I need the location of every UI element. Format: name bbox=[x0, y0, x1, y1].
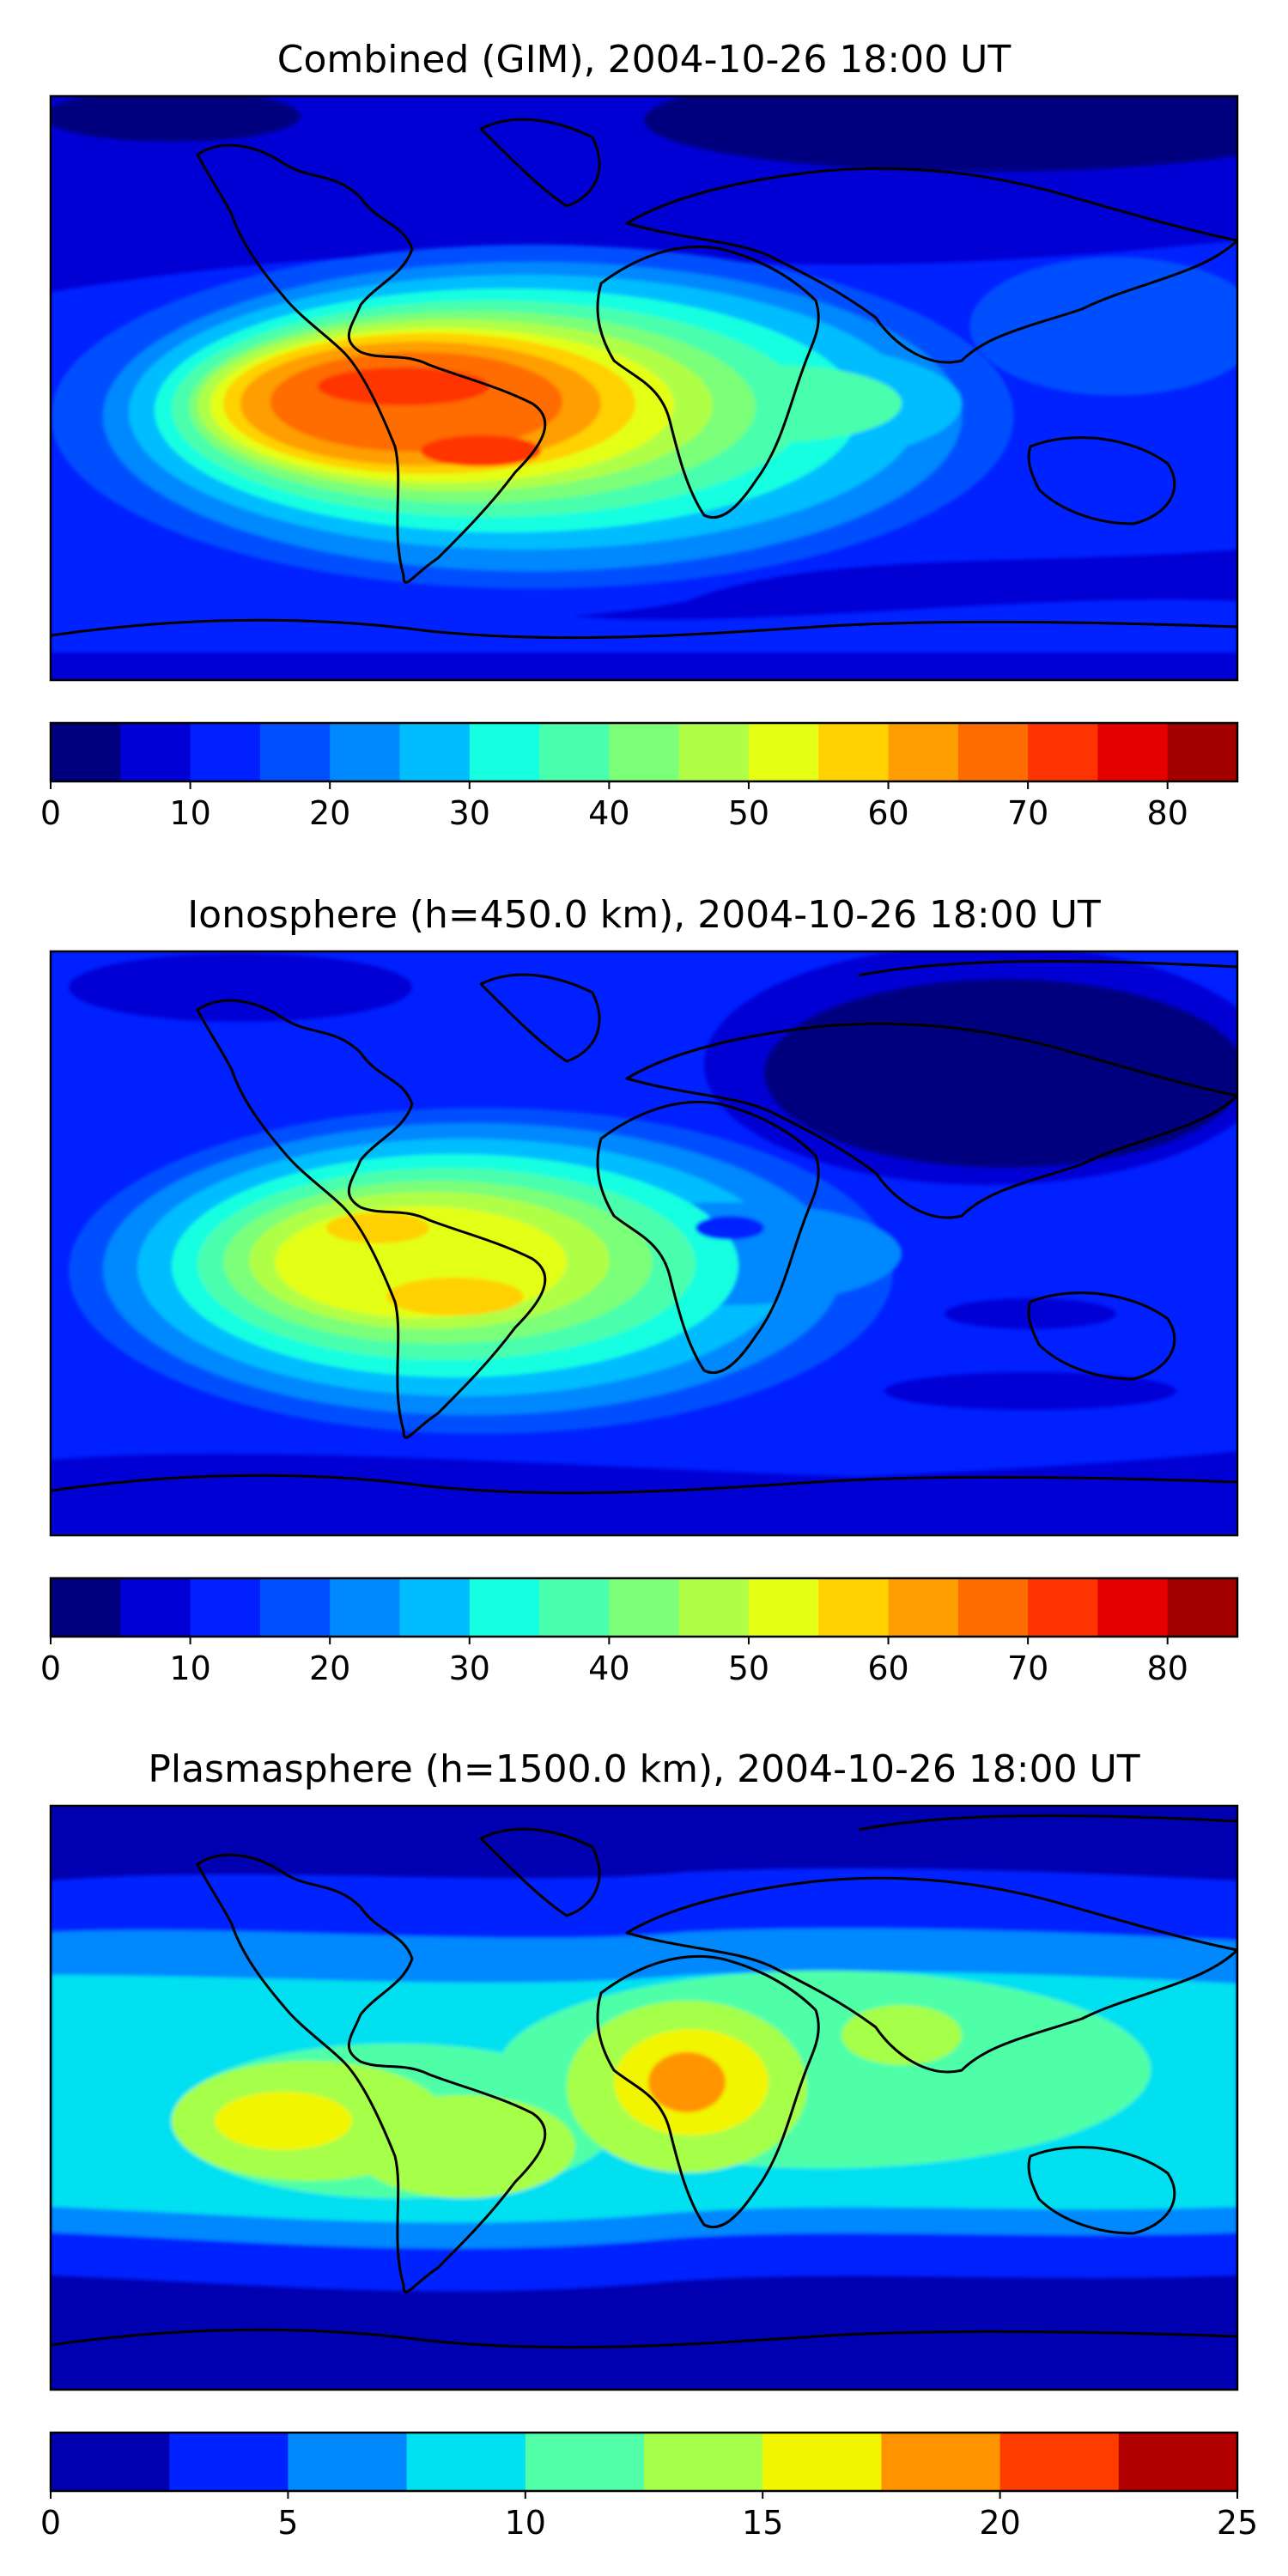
panel-combined: Combined (GIM), 2004-10-26 18:00 UT bbox=[40, 38, 1239, 832]
colorbar-2-swatch bbox=[330, 1578, 400, 1637]
colorbar-1-tick-label: 30 bbox=[449, 794, 490, 832]
panel-2-title: Ionosphere (h=450.0 km), 2004-10-26 18:0… bbox=[187, 893, 1101, 937]
colorbar-2-tick-label: 30 bbox=[449, 1649, 490, 1687]
colorbar-3-swatch bbox=[1118, 2433, 1238, 2491]
colorbar-2-swatch bbox=[259, 1578, 331, 1637]
coastlines bbox=[51, 959, 1237, 1495]
colorbar-2-swatch bbox=[469, 1578, 540, 1637]
colorbar-3-swatch bbox=[644, 2433, 763, 2491]
colorbar-3-swatch bbox=[999, 2433, 1120, 2491]
colorbar-3-swatch bbox=[169, 2433, 289, 2491]
panel-ionosphere: Ionosphere (h=450.0 km), 2004-10-26 18:0… bbox=[40, 893, 1239, 1687]
colorbar-2-swatch bbox=[399, 1578, 471, 1637]
colorbar-3-swatch bbox=[525, 2433, 645, 2491]
colorbar-2-tick-label: 70 bbox=[1007, 1649, 1048, 1687]
colorbar-2-swatch bbox=[1097, 1578, 1169, 1637]
panel-3-title: Plasmasphere (h=1500.0 km), 2004-10-26 1… bbox=[148, 1747, 1139, 1791]
colorbar-1-tick-label: 60 bbox=[867, 794, 908, 832]
colorbar-2-swatch bbox=[120, 1578, 191, 1637]
coastlines bbox=[51, 1814, 1237, 2349]
colorbar-1-swatch bbox=[120, 723, 191, 781]
colorbar-1-tick-label: 40 bbox=[588, 794, 629, 832]
colorbar-1-swatch bbox=[818, 723, 890, 781]
panel-3-frame bbox=[49, 1804, 1239, 2391]
colorbar-2-swatch bbox=[818, 1578, 890, 1637]
colorbar-1-tick-label: 80 bbox=[1147, 794, 1188, 832]
colorbar-1-swatch bbox=[1097, 723, 1169, 781]
colorbar-1-swatch bbox=[678, 723, 750, 781]
panel-2-colorbar: 0 10 20 30 40 50 60 70 80 bbox=[40, 1577, 1239, 1687]
colorbar-3-tick-label: 10 bbox=[505, 2504, 546, 2542]
colorbar-1-tick-label: 50 bbox=[728, 794, 769, 832]
colorbar-1-swatch bbox=[1167, 723, 1238, 781]
colorbar-3-swatch bbox=[288, 2433, 408, 2491]
colorbar-1-swatch bbox=[399, 723, 471, 781]
colorbar-3-swatch bbox=[406, 2433, 526, 2491]
colorbar-2-tick-label: 20 bbox=[309, 1649, 350, 1687]
colorbar-2-swatch bbox=[539, 1578, 610, 1637]
panel-plasmasphere: Plasmasphere (h=1500.0 km), 2004-10-26 1… bbox=[40, 1747, 1258, 2542]
colorbar-1-swatch bbox=[1028, 723, 1098, 781]
panel-1-title: Combined (GIM), 2004-10-26 18:00 UT bbox=[277, 38, 1012, 82]
colorbar-3-swatch bbox=[881, 2433, 1001, 2491]
colorbar-3-tick-label: 25 bbox=[1217, 2504, 1258, 2542]
colorbar-2-tick-label: 0 bbox=[40, 1649, 61, 1687]
colorbar-3-swatch bbox=[762, 2433, 882, 2491]
colorbar-3-tick-label: 15 bbox=[742, 2504, 783, 2542]
panel-2-map bbox=[51, 951, 1237, 1535]
colorbar-2-swatch bbox=[1028, 1578, 1098, 1637]
colorbar-1-swatch bbox=[539, 723, 610, 781]
colorbar-3-swatch bbox=[51, 2433, 170, 2491]
colorbar-2-swatch bbox=[51, 1578, 121, 1637]
colorbar-2-swatch bbox=[678, 1578, 750, 1637]
colorbar-2-swatch bbox=[1167, 1578, 1238, 1637]
colorbar-2-swatch bbox=[748, 1578, 819, 1637]
panel-1-map bbox=[51, 96, 1237, 680]
colorbar-1-swatch bbox=[259, 723, 331, 781]
colorbar-2-tick-label: 40 bbox=[588, 1649, 629, 1687]
colorbar-3-tick-label: 5 bbox=[277, 2504, 298, 2542]
panel-1-colorbar: 0 10 20 30 40 50 60 70 80 bbox=[40, 721, 1239, 832]
colorbar-2-tick-label: 80 bbox=[1147, 1649, 1188, 1687]
colorbar-1-tick-label: 70 bbox=[1007, 794, 1048, 832]
colorbar-1-tick-label: 0 bbox=[40, 794, 61, 832]
colorbar-2-swatch bbox=[888, 1578, 959, 1637]
coastlines bbox=[51, 118, 1237, 640]
colorbar-1-swatch bbox=[51, 723, 121, 781]
panel-3-colorbar: 0 5 10 15 20 25 bbox=[40, 2431, 1258, 2542]
colorbar-1-swatch bbox=[330, 723, 400, 781]
colorbar-1-swatch bbox=[888, 723, 959, 781]
colorbar-2-tick-label: 60 bbox=[867, 1649, 908, 1687]
colorbar-3-tick-label: 0 bbox=[40, 2504, 61, 2542]
colorbar-1-swatch bbox=[469, 723, 540, 781]
panel-2-frame bbox=[49, 950, 1239, 1537]
colorbar-3-tick-label: 20 bbox=[979, 2504, 1020, 2542]
colorbar-2-swatch bbox=[957, 1578, 1029, 1637]
panel-1-frame bbox=[49, 94, 1239, 682]
colorbar-1-tick-label: 10 bbox=[169, 794, 210, 832]
colorbar-2-swatch bbox=[190, 1578, 261, 1637]
colorbar-2-tick-label: 10 bbox=[169, 1649, 210, 1687]
colorbar-1-tick-label: 20 bbox=[309, 794, 350, 832]
colorbar-2-swatch bbox=[609, 1578, 680, 1637]
colorbar-1-swatch bbox=[609, 723, 680, 781]
colorbar-1-swatch bbox=[748, 723, 819, 781]
colorbar-2-tick-label: 50 bbox=[728, 1649, 769, 1687]
colorbar-1-swatch bbox=[957, 723, 1029, 781]
colorbar-1-swatch bbox=[190, 723, 261, 781]
panel-3-map bbox=[51, 1806, 1237, 2390]
